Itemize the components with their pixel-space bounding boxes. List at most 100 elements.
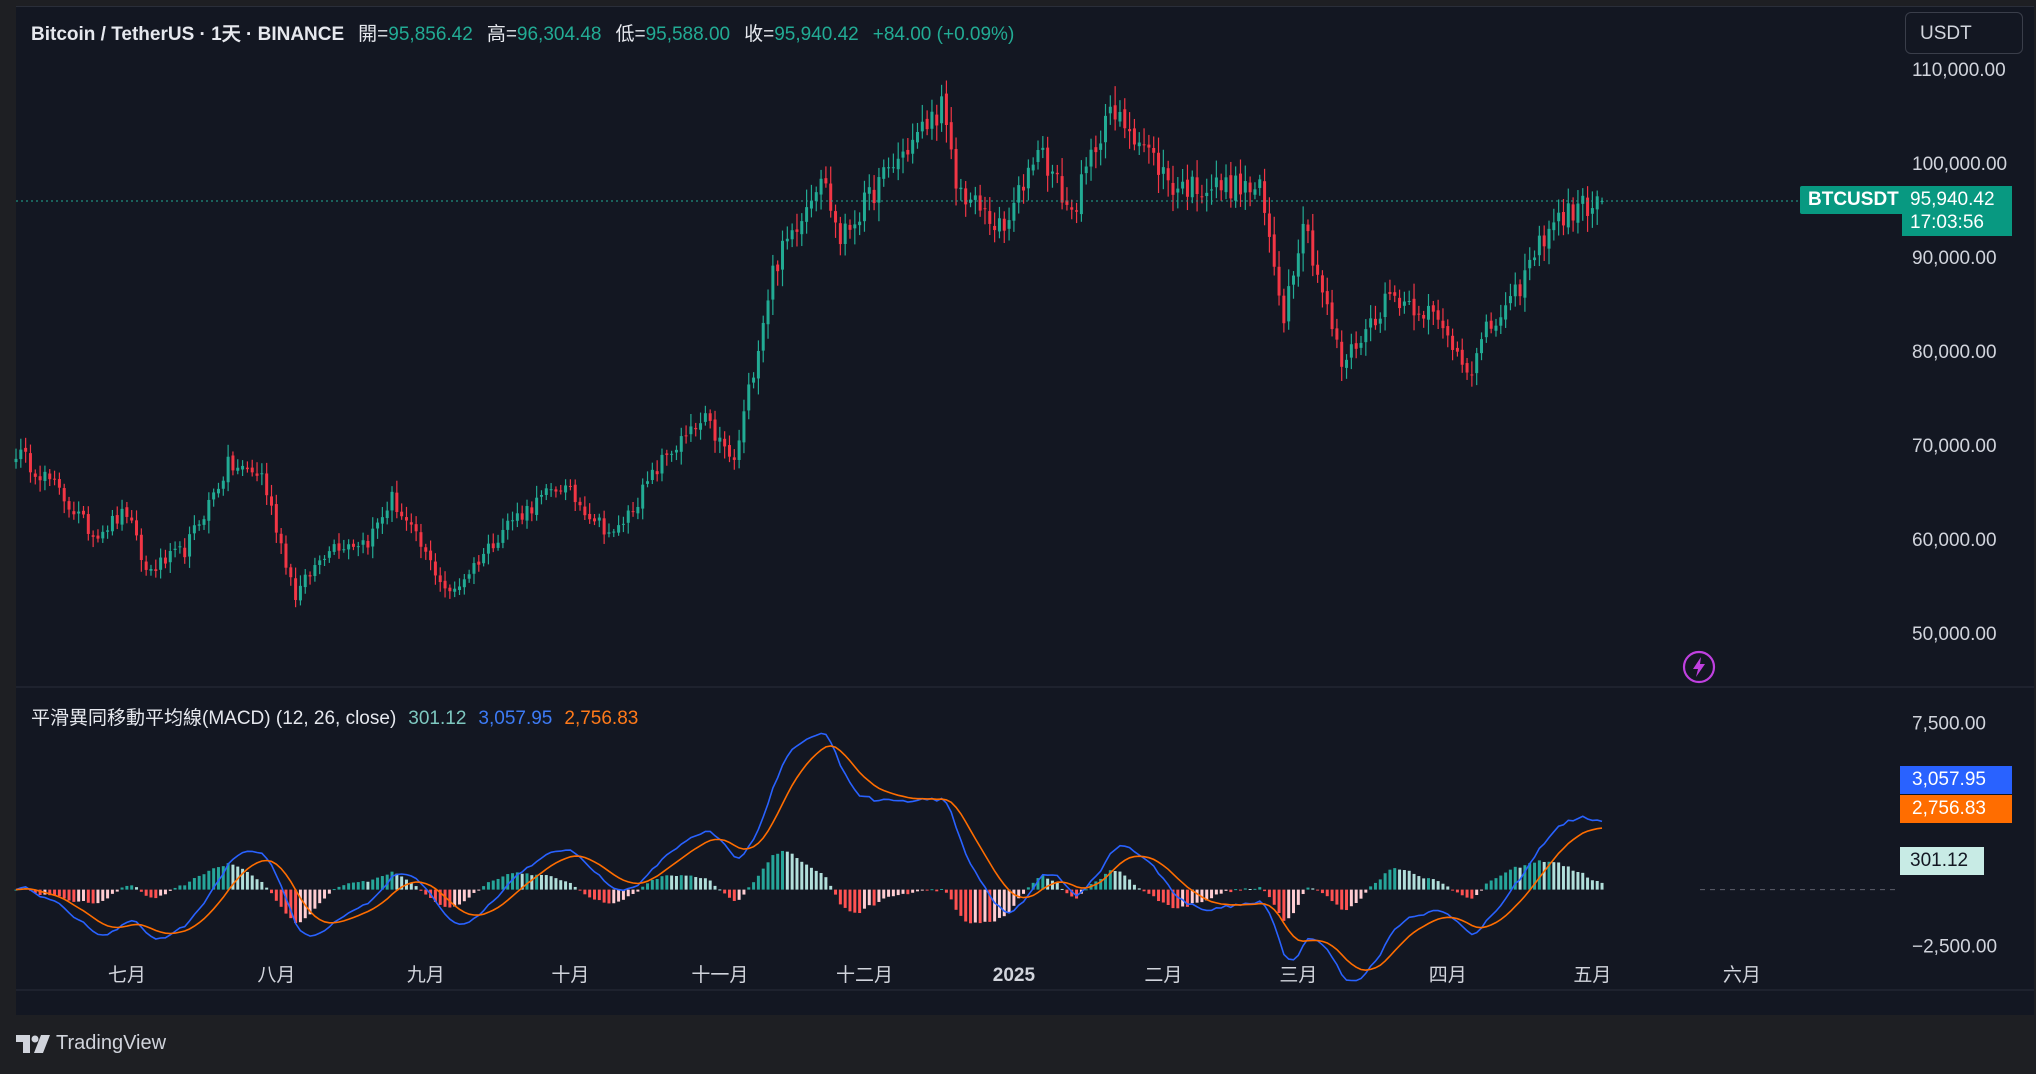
candle <box>776 260 780 286</box>
macd-histogram-bar <box>997 889 1001 918</box>
macd-histogram-bar <box>173 887 177 890</box>
candle <box>351 539 355 551</box>
macd-histogram-bar <box>737 889 741 900</box>
candle <box>1513 272 1517 307</box>
macd-histogram-bar <box>1248 889 1252 891</box>
price-tick-label: 80,000.00 <box>1912 342 1997 363</box>
macd-histogram-bar <box>655 878 659 890</box>
candle <box>1263 168 1267 226</box>
candle <box>491 533 495 553</box>
macd-histogram-bar <box>1176 889 1180 909</box>
candle <box>241 460 245 476</box>
time-tick-label: 七月 <box>108 964 146 986</box>
macd-histogram-bar <box>139 889 143 892</box>
candle <box>781 230 784 287</box>
candle <box>1320 270 1324 308</box>
candle <box>771 254 775 316</box>
macd-histogram-bar <box>1277 889 1281 913</box>
macd-histogram-bar <box>202 874 206 890</box>
macd-histogram-bar <box>1547 861 1551 890</box>
macd-histogram-bar <box>969 889 973 924</box>
candle <box>1523 253 1527 312</box>
tradingview-logo-icon <box>16 1034 50 1053</box>
macd-histogram-bar <box>337 886 341 890</box>
macd-histogram-bar <box>1542 861 1546 890</box>
change-value: +84.00 (+0.09%) <box>872 24 1015 45</box>
macd-histogram-bar <box>1104 873 1107 890</box>
price-tick-label: 70,000.00 <box>1912 436 1997 457</box>
tradingview-logo[interactable]: TradingView <box>16 1032 166 1056</box>
candle <box>819 169 823 210</box>
macd-histogram-bar <box>1128 879 1132 890</box>
macd-histogram-bar <box>1157 889 1161 902</box>
candle <box>877 167 881 222</box>
macd-histogram-bar <box>192 878 196 890</box>
candle <box>959 178 963 201</box>
high-label: 高= <box>486 24 517 45</box>
candle <box>462 573 466 595</box>
candle <box>154 559 158 578</box>
candle <box>308 571 312 585</box>
macd-legend: 平滑異同移動平均線(MACD) (12, 26, close) 301.12 3,0… <box>31 703 638 730</box>
macd-histogram-bar <box>1152 889 1156 897</box>
candle <box>1484 314 1488 343</box>
candle <box>1238 159 1242 207</box>
macd-histogram-bar <box>838 889 842 905</box>
macd-histogram-bar <box>1181 889 1185 907</box>
macd-histogram-bar <box>1306 887 1310 890</box>
macd-histogram-bar <box>925 889 929 891</box>
candle <box>1128 112 1132 149</box>
chart-frame <box>16 6 2034 1015</box>
candle <box>588 503 592 524</box>
signal-value-tag: 2,756.83 <box>1900 795 2012 823</box>
macd-histogram-bar <box>1436 881 1440 890</box>
macd-histogram-bar <box>491 880 495 890</box>
macd-histogram-bar <box>395 873 399 890</box>
price-tick-label: 60,000.00 <box>1912 530 1997 551</box>
macd-histogram-bar <box>115 889 119 892</box>
macd-histogram-bar <box>1484 883 1488 890</box>
macd-histogram-bar <box>891 889 895 897</box>
macd-histogram-bar <box>361 881 365 890</box>
price-tick-label: 50,000.00 <box>1912 624 1997 645</box>
macd-histogram-bar <box>101 889 105 901</box>
candle <box>1388 279 1392 301</box>
macd-histogram-bar <box>1055 882 1059 890</box>
macd-histogram-bar <box>120 887 124 890</box>
candle <box>1017 176 1021 214</box>
candle <box>1364 319 1368 356</box>
candle <box>390 486 394 522</box>
macd-histogram-bar <box>1301 889 1305 895</box>
macd-histogram-bar <box>756 875 760 890</box>
candle <box>1528 247 1532 281</box>
macd-histogram-bar <box>959 889 963 916</box>
macd-histogram-bar <box>1253 888 1257 890</box>
macd-histogram-bar <box>1398 869 1402 890</box>
candle <box>1301 206 1305 272</box>
lightning-icon[interactable] <box>1682 650 1716 684</box>
candle <box>173 541 177 558</box>
candle <box>723 431 727 459</box>
macd-histogram-bar <box>1060 888 1064 890</box>
candle <box>795 213 799 247</box>
macd-histogram-bar <box>771 855 775 890</box>
macd-histogram-bar <box>544 875 548 890</box>
macd-histogram-bar <box>843 889 847 908</box>
candle <box>1537 225 1541 267</box>
candle <box>1050 164 1054 188</box>
candle <box>1431 300 1435 326</box>
candle <box>973 186 977 215</box>
candle <box>1190 170 1194 204</box>
candle <box>139 528 143 572</box>
candle <box>940 84 944 132</box>
candle <box>1398 289 1402 316</box>
candle <box>1022 174 1026 204</box>
currency-button[interactable]: USDT <box>1905 12 2023 54</box>
open-label: 開= <box>358 24 389 45</box>
candle <box>289 563 293 586</box>
candle <box>33 469 37 485</box>
macd-histogram-bar <box>1012 889 1016 906</box>
macd-histogram-bar <box>1234 889 1238 891</box>
macd-histogram-bar <box>106 889 110 899</box>
